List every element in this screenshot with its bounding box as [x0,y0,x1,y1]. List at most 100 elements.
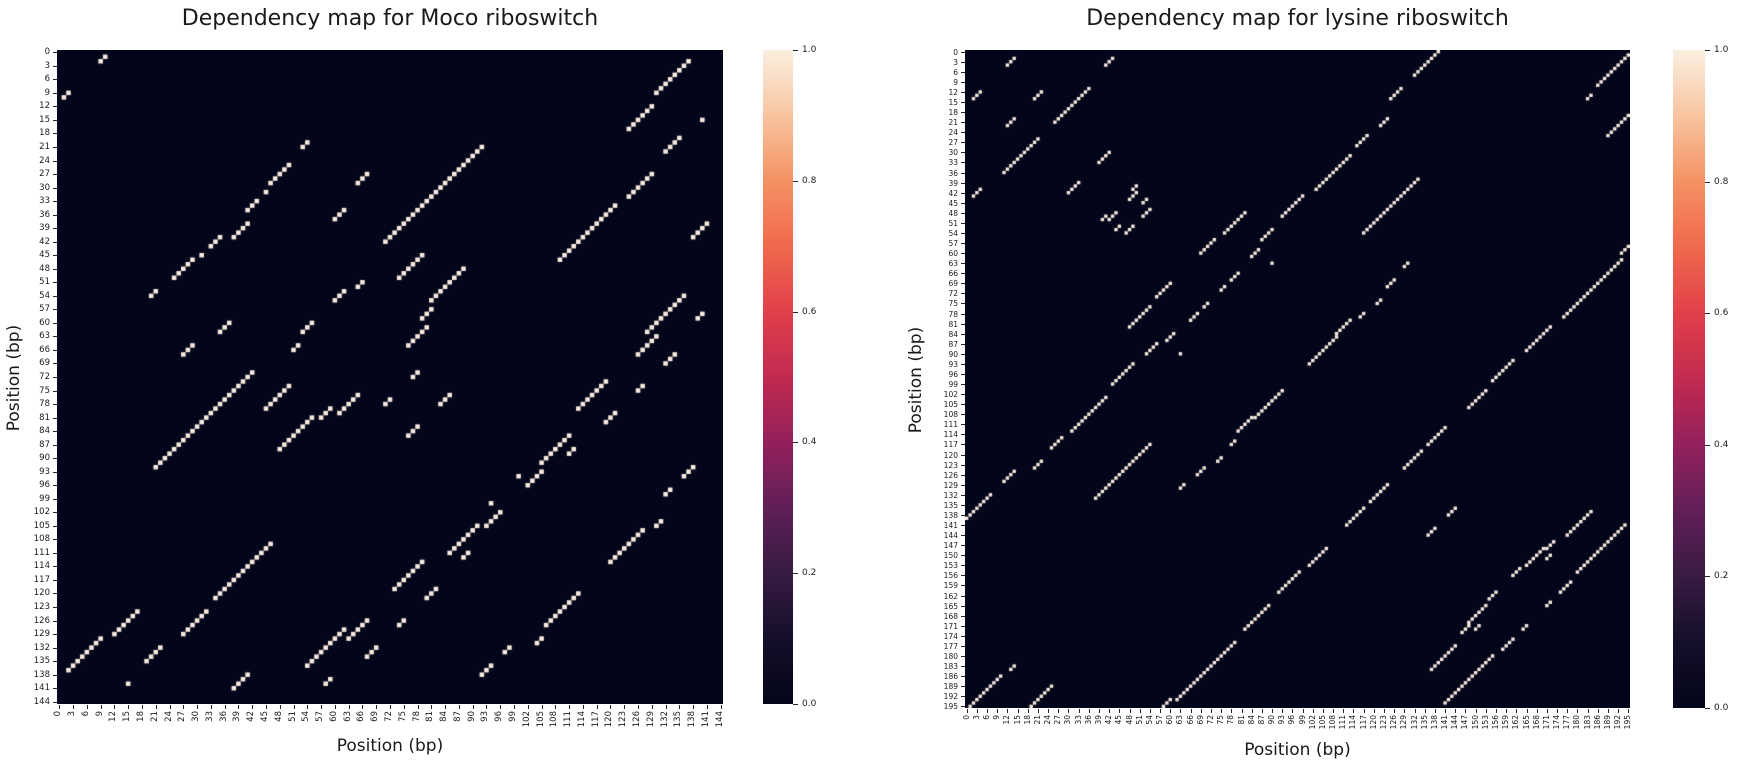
y-tick-label: 84 [39,426,50,437]
x-tick-label: 114 [576,711,587,728]
y-tick-label: 3 [953,57,958,67]
x-tick-mark [1292,709,1294,713]
x-tick-mark [1190,709,1192,713]
x-tick-label: 36 [1083,715,1093,725]
x-tick-label: 18 [135,711,146,722]
y-tick-label: 93 [39,466,50,477]
y-tick-mark [961,474,965,476]
y-tick-mark [961,91,965,93]
x-tick-mark [1170,709,1172,713]
x-tick-mark [555,705,557,709]
x-tick-label: 156 [1490,715,1500,730]
x-tick-mark [1618,709,1620,713]
x-tick-mark [1180,709,1182,713]
y-tick-mark [961,404,965,406]
y-tick-mark [961,666,965,668]
y-tick-label: 0 [953,47,958,57]
x-tick-label: 171 [1541,715,1551,730]
x-tick-mark [541,705,543,709]
x-tick-mark [976,709,978,713]
y-tick-mark [961,182,965,184]
y-tick-mark [53,65,57,67]
x-tick-label: 33 [204,711,215,722]
y-tick-label: 180 [943,651,958,661]
x-tick-mark [128,705,130,709]
x-tick-mark [1373,709,1375,713]
colorbar-tick-label: 0.6 [802,306,817,317]
x-tick-mark [1282,709,1284,713]
y-tick-label: 30 [948,148,958,158]
x-tick-mark [1139,709,1141,713]
x-tick-mark [403,705,405,709]
y-tick-label: 171 [943,621,958,631]
y-tick-label: 18 [39,128,50,139]
x-tick-label: 30 [1063,715,1073,725]
y-tick-mark [961,655,965,657]
x-tick-label: 192 [1613,715,1623,730]
x-tick-mark [238,705,240,709]
x-tick-mark [1567,709,1569,713]
y-tick-label: 81 [39,412,50,423]
x-tick-mark [1455,709,1457,713]
y-tick-label: 72 [948,289,958,299]
y-tick-mark [53,241,57,243]
y-tick-mark [961,575,965,577]
x-tick-label: 123 [1379,715,1389,730]
y-tick-mark [53,214,57,216]
y-tick-label: 96 [948,369,958,379]
y-tick-label: 102 [943,390,958,400]
x-tick-label: 108 [549,711,560,728]
x-tick-label: 42 [246,711,257,722]
y-tick-mark [53,701,57,703]
y-tick-mark [53,160,57,162]
x-tick-mark [486,705,488,709]
lysine-colorbar-tick-labels: 1.0 0.8 0.6 0.4 0.2 0.0 [1705,46,1746,713]
x-tick-label: 39 [1094,715,1104,725]
x-tick-label: 21 [149,711,160,722]
y-tick-label: 42 [948,188,958,198]
x-tick-mark [169,705,171,709]
y-tick-label: 45 [39,250,50,261]
x-tick-mark [1210,709,1212,713]
x-tick-label: 132 [659,711,670,728]
y-tick-label: 108 [943,410,958,420]
y-tick-mark [53,349,57,351]
y-tick-mark [53,417,57,419]
x-tick-label: 12 [1002,715,1012,725]
y-tick-label: 141 [33,683,50,694]
y-tick-mark [961,514,965,516]
x-tick-mark [1353,709,1355,713]
moco-x-axis-label: Position (bp) [336,736,444,756]
y-tick-mark [53,309,57,311]
y-tick-label: 39 [948,178,958,188]
x-tick-label: 81 [1236,715,1246,725]
y-tick-label: 168 [943,611,958,621]
y-tick-label: 189 [943,682,958,692]
y-tick-mark [961,51,965,53]
y-tick-label: 66 [39,344,50,355]
x-tick-label: 186 [1592,715,1602,730]
y-tick-mark [53,377,57,378]
y-tick-mark [53,647,57,649]
x-tick-label: 54 [1144,715,1154,725]
y-tick-label: 24 [39,155,50,166]
y-tick-label: 48 [39,263,50,274]
y-tick-mark [961,535,965,537]
x-tick-label: 66 [1185,715,1195,725]
moco-heatmap-canvas [57,50,723,704]
x-tick-label: 93 [480,711,491,722]
colorbar-tick-label: 1.0 [1714,45,1729,55]
y-tick-mark [53,634,57,636]
x-tick-label: 144 [714,711,725,728]
x-tick-label: 6 [80,711,91,717]
y-tick-label: 99 [948,380,958,390]
x-tick-label: 183 [1582,715,1592,730]
x-tick-label: 3 [67,711,78,717]
x-tick-mark [596,705,598,709]
y-tick-mark [961,71,965,73]
x-tick-label: 102 [1307,715,1317,730]
y-tick-mark [961,696,965,698]
y-tick-label: 93 [948,359,958,369]
y-tick-mark [961,373,965,375]
